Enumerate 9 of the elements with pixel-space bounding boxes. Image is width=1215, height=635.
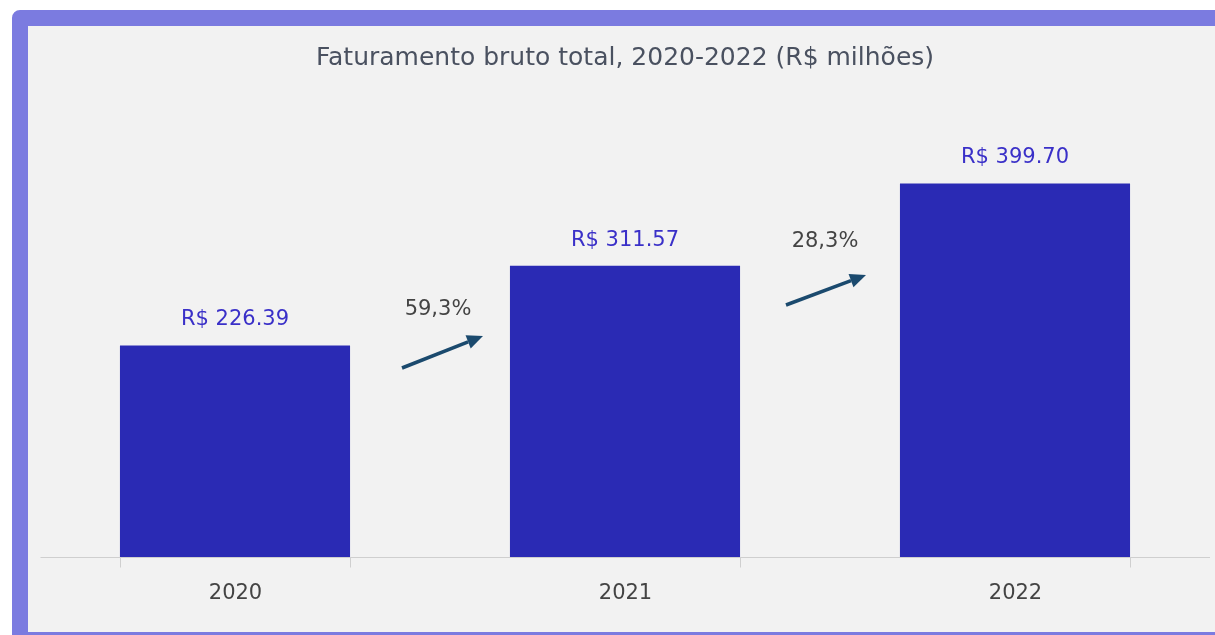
data-label: R$ 399.70 (960, 144, 1070, 169)
data-label: R$ 226.39 (180, 306, 290, 331)
x-tick-label: 2021 (598, 579, 653, 604)
x-tick-label: 2020 (208, 579, 263, 604)
annotation: 59,3% (404, 296, 472, 320)
annotation: 28,3% (791, 228, 859, 252)
data-label: R$ 311.57 (570, 226, 680, 251)
x-tick-label: 2022 (988, 579, 1043, 604)
chart-title: Faturamento bruto total, 2020-2022 (R$ milhões) (315, 42, 935, 71)
